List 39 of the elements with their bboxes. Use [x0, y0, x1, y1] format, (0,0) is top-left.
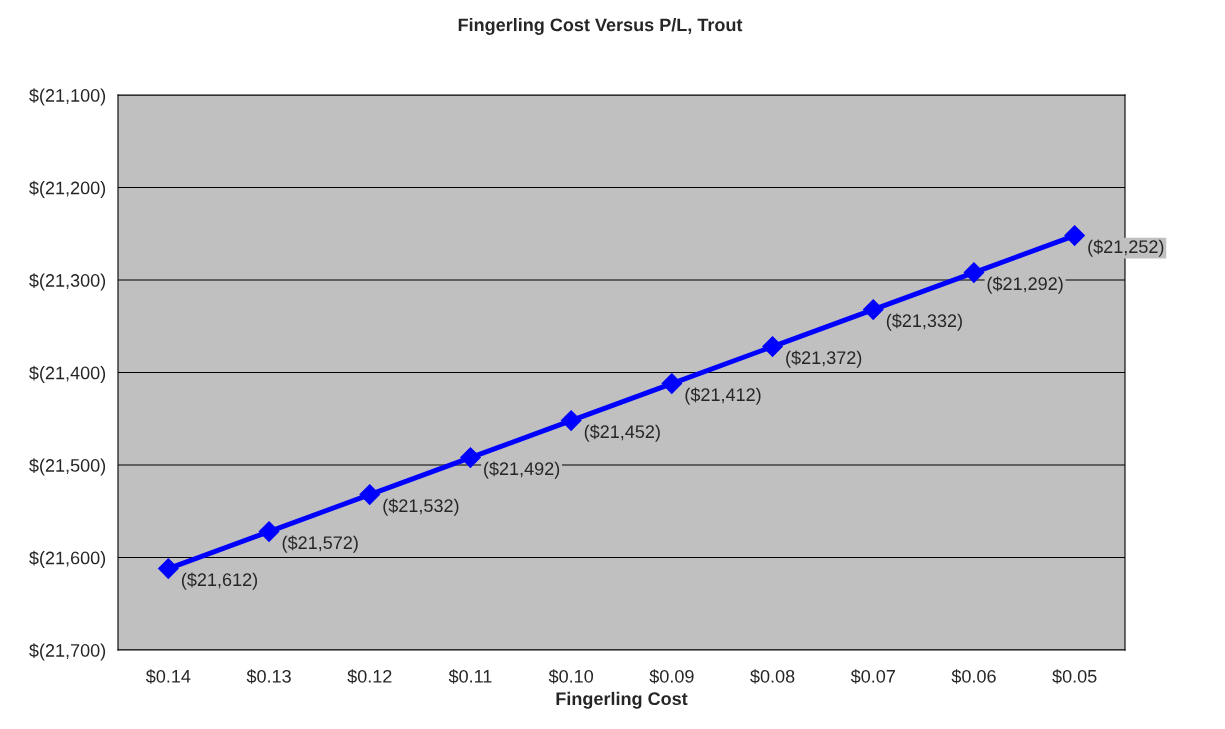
data-label: ($21,372)	[786, 350, 862, 368]
y-tick-label: $(21,300)	[29, 273, 106, 291]
data-label: ($21,532)	[383, 498, 459, 516]
data-label: ($21,332)	[886, 313, 962, 331]
x-tick-label: $0.05	[1052, 669, 1097, 684]
x-tick-label: $0.13	[246, 669, 291, 684]
y-tick-label: $(21,100)	[29, 88, 106, 106]
point	[359, 484, 381, 505]
y-tick-label: $(21,600)	[29, 550, 106, 568]
x-tick-label: $0.07	[850, 669, 895, 684]
data-label: ($21,572)	[282, 535, 358, 553]
point	[762, 336, 783, 357]
y-tick-label: $(21,200)	[29, 180, 106, 198]
data-label: ($21,412)	[685, 387, 761, 405]
x-tick-label: $0.14	[145, 669, 191, 684]
y-tick-label: $(21,700)	[29, 643, 106, 661]
y-tick-label: $(21,500)	[29, 458, 106, 476]
x-tick-label: $0.10	[548, 669, 594, 684]
data-label: ($21,612)	[181, 572, 258, 590]
point	[460, 447, 481, 468]
x-tick-label: $0.09	[649, 669, 694, 684]
x-tick-label: $0.11	[448, 669, 492, 684]
data-label: ($21,292)	[987, 276, 1063, 294]
point	[1064, 225, 1085, 246]
y-tick-label: $(21,400)	[29, 365, 106, 383]
x-tick-label: $0.08	[750, 669, 795, 684]
x-tick-label: $0.06	[951, 669, 996, 684]
point	[862, 299, 884, 320]
data-label: ($21,452)	[584, 424, 660, 442]
point	[661, 373, 683, 394]
point	[963, 262, 985, 283]
chart-title: Fingerling Cost Versus P/L, Trout	[458, 18, 743, 35]
x-tick-label: $0.12	[347, 669, 392, 684]
x-axis-title: Fingerling Cost	[556, 691, 688, 709]
data-label: ($21,252)	[1088, 239, 1164, 257]
point	[258, 521, 280, 542]
point	[560, 410, 582, 431]
point	[158, 558, 179, 579]
data-label: ($21,492)	[484, 461, 560, 479]
